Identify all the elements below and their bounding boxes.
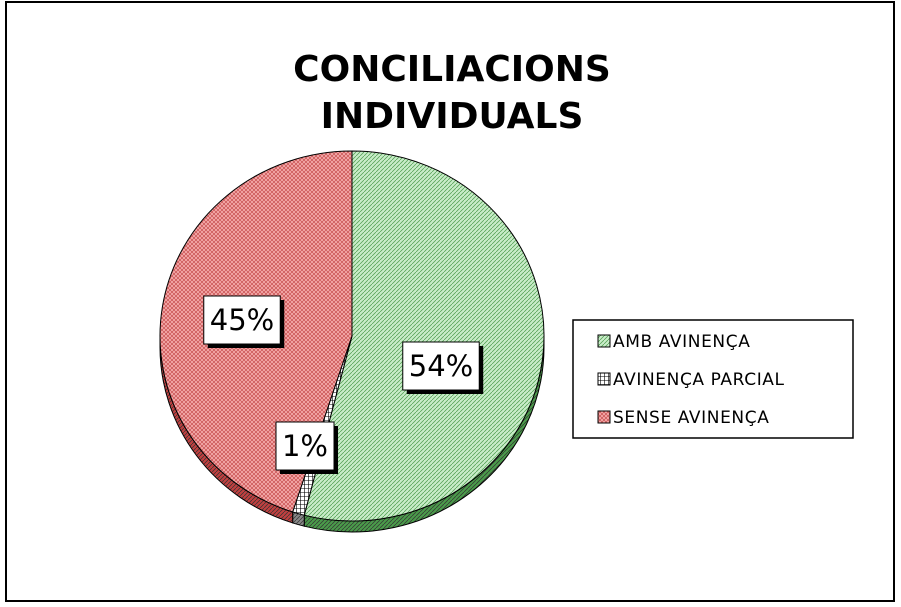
data-label: 54% xyxy=(402,341,484,394)
legend-label: AVINENÇA PARCIAL xyxy=(613,370,785,390)
data-label-text: 54% xyxy=(409,349,473,383)
slice xyxy=(303,150,545,522)
legend-swatch xyxy=(597,372,611,386)
legend-swatch xyxy=(597,334,611,348)
legend-label: AMB AVINENÇA xyxy=(613,332,750,352)
legend-swatch xyxy=(597,410,611,424)
chart-title: CONCILIACIONS INDIVIDUALS xyxy=(293,49,611,137)
legend-box xyxy=(572,319,854,439)
data-label-text: 45% xyxy=(210,303,274,337)
chart-frame xyxy=(5,1,895,602)
data-label: 1% xyxy=(275,421,339,474)
legend-label: SENSE AVINENÇA xyxy=(613,408,769,428)
data-label-text: 1% xyxy=(282,429,328,463)
data-label: 45% xyxy=(203,295,285,348)
